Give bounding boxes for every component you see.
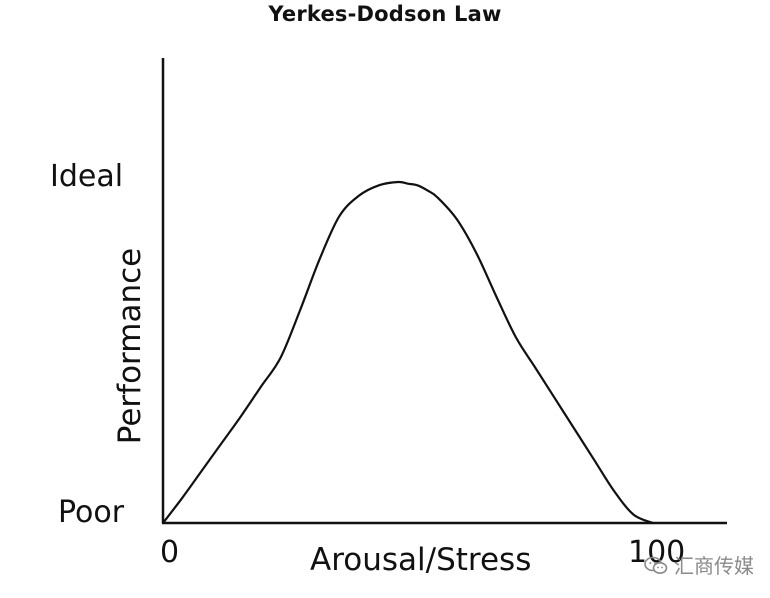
wechat-icon xyxy=(644,556,668,574)
watermark: 汇商传媒 xyxy=(644,552,754,580)
chart-title: Yerkes-Dodson Law xyxy=(268,2,502,26)
performance-curve xyxy=(161,180,655,525)
series-layer xyxy=(161,180,655,525)
x-tick-label-0: 0 xyxy=(160,535,180,570)
y-tick-label-ideal: Ideal xyxy=(50,159,124,194)
x-axis-label: Arousal/Stress xyxy=(310,542,532,578)
y-tick-label-poor: Poor xyxy=(58,495,125,530)
watermark-text: 汇商传媒 xyxy=(674,554,754,578)
